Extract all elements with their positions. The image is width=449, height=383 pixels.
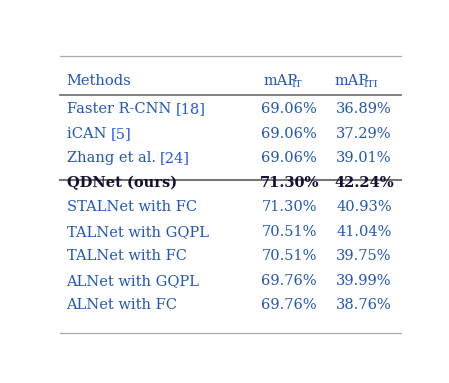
Text: mAP: mAP [335,74,369,88]
Text: 38.76%: 38.76% [336,298,392,312]
Text: TALNet with FC: TALNet with FC [66,249,187,263]
Text: [18]: [18] [176,102,206,116]
Text: Faster R-CNN: Faster R-CNN [66,102,176,116]
Text: 69.76%: 69.76% [261,298,317,312]
Text: 41.04%: 41.04% [336,225,392,239]
Text: 40.93%: 40.93% [336,200,392,214]
Text: STALNet with FC: STALNet with FC [66,200,197,214]
Text: 39.99%: 39.99% [336,274,392,288]
Text: 42.24%: 42.24% [334,176,394,190]
Text: TALNet with GQPL: TALNet with GQPL [66,225,209,239]
Text: 36.89%: 36.89% [336,102,392,116]
Text: ITI: ITI [363,80,378,89]
Text: 69.06%: 69.06% [261,151,317,165]
Text: IT: IT [292,80,302,89]
Text: [5]: [5] [111,127,132,141]
Text: mAP: mAP [263,74,297,88]
Text: ALNet with GQPL: ALNet with GQPL [66,274,199,288]
Text: 69.76%: 69.76% [261,274,317,288]
Text: 39.01%: 39.01% [336,151,392,165]
Text: 37.29%: 37.29% [336,127,392,141]
Text: 70.51%: 70.51% [262,249,317,263]
Text: [24]: [24] [160,151,190,165]
Text: 71.30%: 71.30% [260,176,319,190]
Text: 70.51%: 70.51% [262,225,317,239]
Text: Methods: Methods [66,74,131,88]
Text: 39.75%: 39.75% [336,249,392,263]
Text: Zhang et al.: Zhang et al. [66,151,160,165]
Text: ALNet with FC: ALNet with FC [66,298,177,312]
Text: iCAN: iCAN [66,127,111,141]
Text: QDNet (ours): QDNet (ours) [66,176,177,190]
Text: 71.30%: 71.30% [261,200,317,214]
Text: 69.06%: 69.06% [261,127,317,141]
Text: 69.06%: 69.06% [261,102,317,116]
